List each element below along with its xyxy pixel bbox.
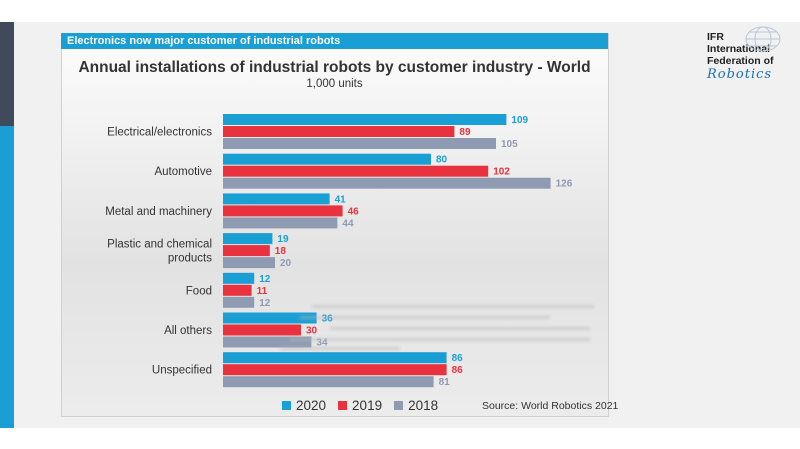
data-label: 126 bbox=[556, 179, 573, 190]
bar-2020 bbox=[223, 114, 507, 125]
category-label: Automotive bbox=[154, 166, 212, 178]
logo-line-federation: Federation of bbox=[707, 55, 774, 67]
bar-2018 bbox=[223, 336, 312, 348]
logo-line-robotics: Robotics bbox=[707, 67, 773, 82]
data-label: 12 bbox=[259, 298, 271, 309]
bar-2020 bbox=[223, 193, 330, 205]
data-label: 105 bbox=[501, 139, 518, 150]
data-label: 19 bbox=[277, 234, 289, 245]
streak-artifact bbox=[280, 347, 400, 350]
legend-label: 2020 bbox=[296, 398, 327, 413]
bar-2018 bbox=[223, 177, 551, 189]
slide-banner: Electronics now major customer of indust… bbox=[61, 33, 608, 49]
category-label: Food bbox=[186, 285, 212, 297]
bar-2018 bbox=[223, 138, 496, 149]
bar-2018 bbox=[223, 376, 434, 388]
data-label: 30 bbox=[306, 326, 318, 337]
data-label: 36 bbox=[322, 314, 334, 325]
data-label: 102 bbox=[493, 167, 510, 178]
category-label: products bbox=[168, 253, 212, 265]
bar-2019 bbox=[223, 205, 343, 217]
data-label: 86 bbox=[452, 353, 464, 364]
data-label: 11 bbox=[257, 286, 268, 297]
legend-item: 2018 bbox=[394, 398, 438, 413]
category-label: Metal and machinery bbox=[105, 206, 212, 218]
bar-2020 bbox=[223, 233, 273, 245]
category-label: All others bbox=[164, 325, 212, 337]
globe-icon bbox=[745, 26, 781, 52]
category-label: Plastic and chemical bbox=[107, 239, 212, 251]
bar-2019 bbox=[223, 324, 301, 336]
chart-legend: 2020 2019 2018 bbox=[282, 398, 438, 413]
streak-artifact bbox=[300, 316, 550, 319]
data-label: 81 bbox=[439, 377, 451, 388]
data-label: 12 bbox=[259, 274, 271, 285]
bottom-band bbox=[0, 428, 800, 449]
category-label: Electrical/electronics bbox=[107, 127, 212, 139]
data-label: 44 bbox=[342, 218, 354, 229]
legend-swatch-2020 bbox=[282, 401, 291, 410]
source-note: Source: World Robotics 2021 bbox=[482, 400, 619, 412]
left-accent-blue bbox=[0, 126, 14, 428]
streak-artifact bbox=[290, 338, 590, 341]
data-label: 34 bbox=[316, 338, 328, 349]
data-label: 46 bbox=[348, 206, 360, 217]
legend-label: 2018 bbox=[408, 398, 439, 413]
legend-swatch-2018 bbox=[394, 401, 404, 410]
data-label: 89 bbox=[459, 127, 471, 138]
bar-2018 bbox=[223, 296, 255, 308]
bar-2018 bbox=[223, 217, 338, 229]
legend-item: 2020 bbox=[282, 398, 326, 413]
data-label: 109 bbox=[511, 115, 528, 126]
ifr-logo: IFR International Federation of Robotics bbox=[707, 26, 787, 82]
category-label: Unspecified bbox=[152, 365, 212, 377]
chart-title: Annual installations of industrial robot… bbox=[78, 59, 591, 76]
bar-2019 bbox=[223, 245, 270, 257]
bar-2020 bbox=[223, 352, 447, 364]
left-accent-dark bbox=[0, 22, 14, 126]
bar-2020 bbox=[223, 153, 431, 165]
bar-2019 bbox=[223, 165, 489, 177]
data-label: 20 bbox=[280, 258, 292, 269]
data-label: 18 bbox=[275, 246, 287, 257]
legend-swatch-2019 bbox=[338, 401, 348, 410]
top-band bbox=[0, 0, 800, 22]
data-label: 86 bbox=[452, 365, 464, 376]
streak-artifact bbox=[330, 327, 590, 330]
bar-2019 bbox=[223, 364, 447, 376]
logo-line-ifr: IFR bbox=[707, 31, 724, 43]
data-label: 41 bbox=[335, 194, 347, 205]
bar-2020 bbox=[223, 312, 317, 324]
chart-subtitle: 1,000 units bbox=[306, 78, 363, 90]
legend-label: 2019 bbox=[352, 398, 383, 413]
streak-artifact bbox=[312, 305, 594, 308]
bar-2018 bbox=[223, 257, 275, 269]
bar-2019 bbox=[223, 284, 252, 296]
legend-item: 2019 bbox=[338, 398, 382, 413]
data-label: 80 bbox=[436, 155, 448, 166]
bar-2020 bbox=[223, 272, 255, 284]
bar-2019 bbox=[223, 126, 455, 137]
